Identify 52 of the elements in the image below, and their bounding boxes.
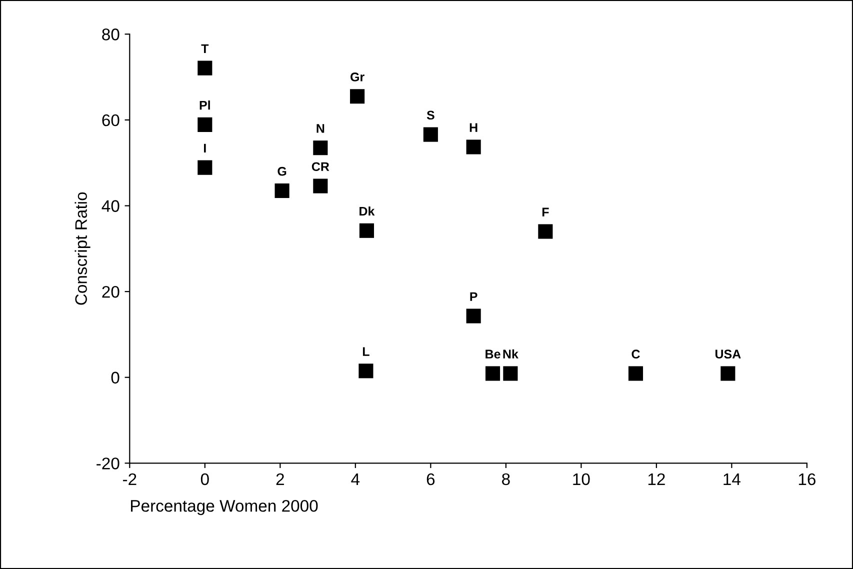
point (274, 183, 290, 198)
point (466, 308, 481, 324)
point (466, 140, 481, 154)
annotation: G (278, 166, 286, 176)
annotation: N (316, 124, 324, 133)
point (198, 117, 212, 132)
x-axis-title: Percentage Women 2000 (131, 500, 318, 516)
x-tick-label: 8 (502, 473, 510, 486)
x-tick-label: -2 (122, 473, 136, 485)
point (485, 366, 500, 381)
y-tick-label: 0 (111, 372, 120, 384)
point (313, 140, 328, 156)
x-tick-label: 10 (573, 473, 590, 486)
point (198, 60, 212, 76)
annotation: I (204, 144, 206, 152)
annotation: Be (486, 350, 500, 359)
annotation: CR (312, 162, 330, 172)
x-tick-label: 2 (276, 473, 284, 485)
point (313, 178, 328, 194)
point (359, 223, 374, 238)
point (350, 89, 365, 104)
point (423, 127, 438, 142)
point (503, 366, 518, 381)
annotation: USA (715, 350, 741, 359)
y-tick-label: 80 (102, 28, 120, 40)
annotation: Pl (200, 100, 210, 110)
point (198, 160, 212, 175)
x-tick-label: 6 (426, 473, 435, 486)
y-tick-label: 40 (102, 200, 120, 212)
y-tick-label: 60 (102, 114, 120, 126)
point (720, 366, 736, 381)
point (538, 224, 553, 239)
annotation: P (470, 292, 478, 301)
x-tick-label: 16 (798, 473, 816, 486)
annotation: F (542, 208, 549, 216)
annotation: C (632, 350, 640, 359)
x-tick-label: 14 (724, 474, 740, 485)
x-tick-label: 0 (200, 473, 209, 486)
point (358, 364, 374, 378)
y-axis-title: Conscript Ratio (74, 192, 90, 305)
x-tick-label: 4 (351, 474, 360, 485)
annotation: H (470, 123, 478, 132)
annotation: L (362, 347, 370, 356)
annotation: Dk (360, 206, 375, 216)
annotation: S (426, 110, 434, 120)
annotation: T (201, 44, 209, 53)
annotation: Gr (350, 72, 364, 82)
annotation: Nk (503, 349, 518, 358)
x-tick-label: 12 (648, 473, 665, 485)
y-tick-label: -20 (96, 458, 120, 470)
point (628, 366, 644, 381)
y-tick-label: 20 (102, 286, 120, 298)
